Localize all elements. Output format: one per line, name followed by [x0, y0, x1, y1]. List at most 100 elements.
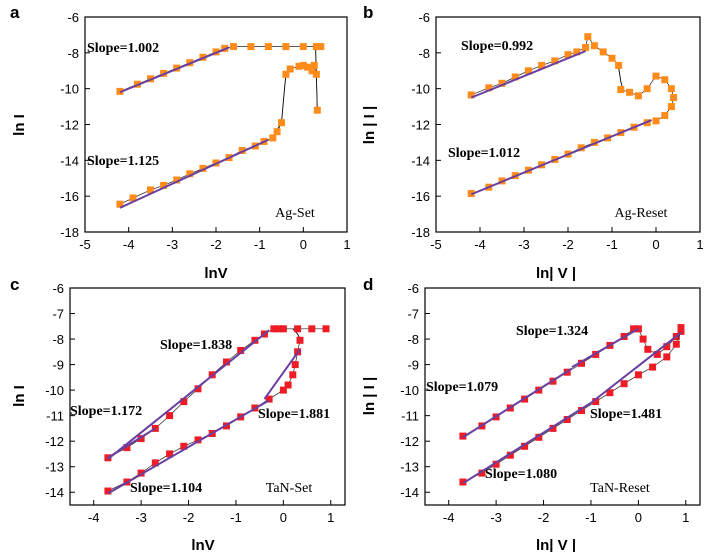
data-point — [286, 65, 294, 73]
x-tick-label: 0 — [280, 510, 287, 525]
fit-line — [119, 138, 269, 209]
data-point — [617, 86, 625, 94]
fit-line — [590, 331, 682, 404]
data-point — [223, 358, 230, 366]
data-point — [308, 325, 316, 333]
y-tick-label: -9 — [407, 358, 419, 373]
slope-label: Slope=1.838 — [160, 338, 232, 353]
slope-label: Slope=1.002 — [87, 41, 159, 56]
panel-letter: a — [10, 3, 20, 22]
y-tick-label: -7 — [52, 307, 64, 322]
y-tick-label: -8 — [418, 46, 430, 61]
data-point — [578, 359, 585, 367]
data-point — [578, 407, 585, 414]
data-point — [312, 70, 320, 78]
data-point — [521, 442, 529, 450]
data-point — [606, 389, 614, 397]
data-point — [151, 459, 159, 467]
data-point — [634, 371, 642, 379]
data-point — [626, 88, 634, 96]
slope-label: Slope=1.172 — [70, 404, 142, 419]
data-point — [538, 61, 546, 69]
data-point — [511, 73, 519, 81]
data-point — [620, 380, 628, 388]
data-point — [282, 43, 290, 51]
data-point — [160, 181, 168, 189]
data-point — [634, 92, 642, 100]
panel-letter: b — [363, 3, 373, 22]
y-tick-label: -12 — [400, 434, 419, 449]
x-axis-label: ln| V | — [536, 265, 576, 282]
y-tick-label: -14 — [400, 485, 419, 500]
data-point — [634, 325, 642, 333]
data-point — [590, 42, 598, 50]
data-point — [459, 478, 467, 486]
data-point — [584, 33, 592, 41]
y-tick-label: -6 — [418, 10, 430, 25]
fit-line — [107, 399, 270, 495]
data-point — [265, 395, 273, 403]
corner-label: TaN-Set — [266, 481, 313, 496]
data-point — [291, 361, 299, 369]
data-point — [278, 119, 285, 127]
corner-label: Ag-Set — [275, 206, 315, 221]
y-tick-label: -16 — [411, 189, 430, 204]
data-point — [563, 416, 571, 423]
data-point — [116, 200, 124, 208]
data-point — [506, 451, 514, 459]
data-point — [166, 450, 174, 458]
x-tick-label: -4 — [88, 510, 100, 525]
data-point — [273, 128, 281, 136]
x-tick-label: -1 — [606, 237, 618, 252]
slope-label: Slope=0.992 — [461, 39, 533, 54]
panel-letter: c — [10, 275, 19, 294]
data-point — [284, 381, 292, 389]
data-point — [299, 43, 307, 51]
panel-c: c-4 -3 -2 -1 0 1-14-13-12-11-10-9-8-7-6lnVln … — [10, 275, 346, 552]
plot-frame — [69, 287, 346, 506]
slope-label: Slope=1.104 — [130, 481, 202, 496]
fit-line — [107, 329, 270, 460]
y-tick-label: -6 — [67, 10, 79, 25]
y-tick-label: -14 — [45, 485, 64, 500]
data-point — [672, 340, 680, 348]
data-point — [180, 442, 188, 450]
x-tick-label: -3 — [490, 510, 502, 525]
data-point — [279, 386, 287, 394]
fit-line — [571, 327, 639, 369]
y-tick-label: -8 — [407, 332, 419, 347]
data-point — [485, 84, 493, 92]
x-axis-label: lnV — [204, 265, 227, 282]
data-point — [104, 487, 112, 495]
data-point — [295, 62, 303, 70]
data-point — [282, 70, 290, 78]
x-tick-label: -5 — [430, 237, 442, 252]
x-tick-label: -3 — [135, 510, 147, 525]
corner-label: TaN-Reset — [590, 481, 650, 496]
data-point — [147, 186, 154, 194]
data-point — [279, 325, 287, 333]
x-tick-label: -1 — [230, 510, 242, 525]
panel-letter: d — [363, 275, 373, 294]
data-point — [275, 325, 283, 333]
y-tick-label: -11 — [46, 409, 64, 424]
panel-b: b-5 -4 -3 -2 -1 0 1-18-16-14-12-10-8-6ln| V |l… — [361, 3, 704, 282]
slope-label: Slope=1.324 — [516, 324, 588, 339]
data-point — [599, 48, 607, 56]
data-point — [652, 117, 660, 125]
slope-label: Slope=1.481 — [590, 407, 662, 422]
x-tick-label: -2 — [183, 510, 195, 525]
data-point — [312, 43, 320, 51]
slope-label: Slope=1.012 — [448, 146, 520, 161]
data-point — [643, 85, 651, 93]
data-point — [644, 345, 652, 353]
data-point — [653, 350, 661, 358]
data-point — [322, 325, 330, 333]
y-tick-label: -13 — [45, 460, 64, 475]
data-point — [308, 67, 316, 75]
data-point — [498, 79, 506, 87]
plot-frame — [424, 287, 701, 506]
x-tick-label: -3 — [518, 237, 530, 252]
data-point — [194, 385, 202, 393]
